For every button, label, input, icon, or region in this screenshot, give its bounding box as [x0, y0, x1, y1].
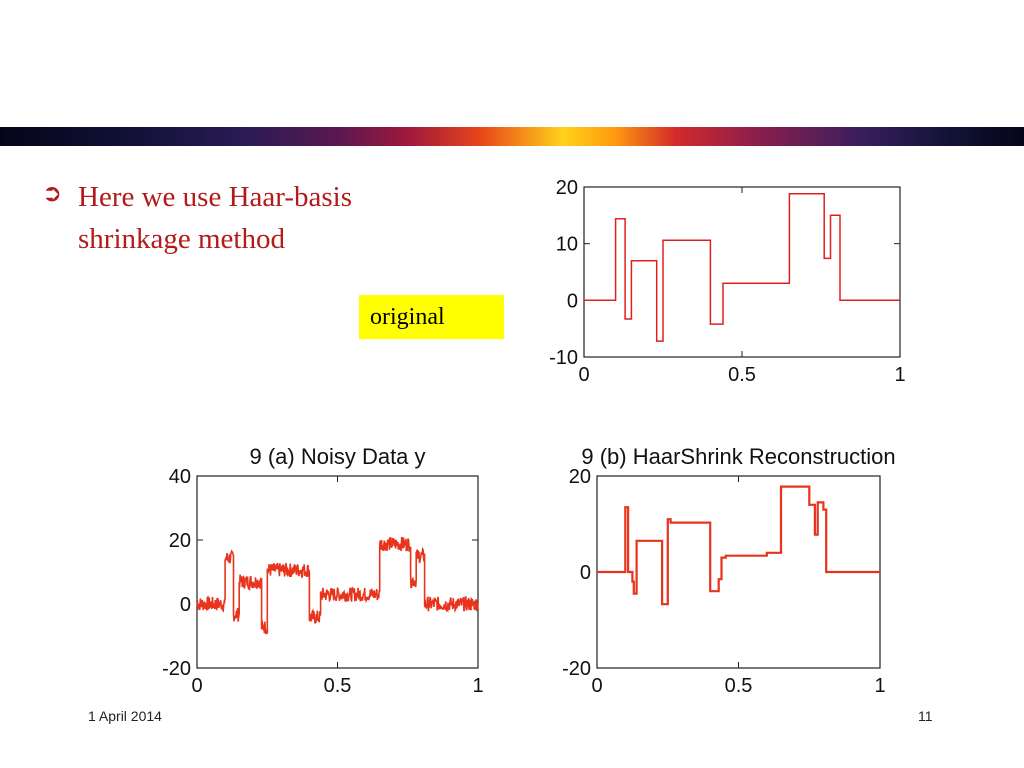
- x-tick-label: 1: [894, 364, 905, 386]
- x-tick-label: 1: [874, 675, 885, 697]
- page-number: 11: [918, 708, 933, 724]
- bullet-arrow-icon: ➲: [42, 179, 63, 207]
- y-tick-label: 20: [556, 177, 578, 199]
- y-tick-label: 20: [569, 466, 591, 488]
- y-tick-label: 0: [580, 562, 591, 584]
- x-tick-label: 0.5: [728, 364, 756, 386]
- series-line: [584, 193, 900, 342]
- y-tick-label: -10: [549, 347, 578, 369]
- x-tick-label: 0.5: [725, 675, 753, 697]
- x-tick-label: 0: [578, 364, 589, 386]
- decorative-banner: [0, 127, 1024, 146]
- y-tick-label: 40: [169, 466, 191, 488]
- y-tick-label: 0: [180, 594, 191, 616]
- original-label: original: [359, 295, 504, 339]
- x-tick-label: 0: [191, 675, 202, 697]
- series-line: [597, 485, 880, 606]
- chart-title: 9 (a) Noisy Data y: [249, 444, 425, 469]
- series-line: [196, 536, 479, 635]
- y-tick-label: -20: [162, 658, 191, 680]
- chart-title: 9 (b) HaarShrink Reconstruction: [581, 444, 895, 469]
- y-tick-label: -20: [562, 658, 591, 680]
- x-tick-label: 1: [472, 675, 483, 697]
- x-tick-label: 0: [591, 675, 602, 697]
- y-tick-label: 10: [556, 234, 578, 256]
- x-tick-label: 0.5: [324, 675, 352, 697]
- bullet-text: Here we use Haar-basis shrinkage method: [78, 181, 352, 255]
- plot-frame: [196, 475, 479, 669]
- y-tick-label: 20: [169, 530, 191, 552]
- footer-date: 1 April 2014: [88, 708, 162, 724]
- y-tick-label: 0: [567, 290, 578, 312]
